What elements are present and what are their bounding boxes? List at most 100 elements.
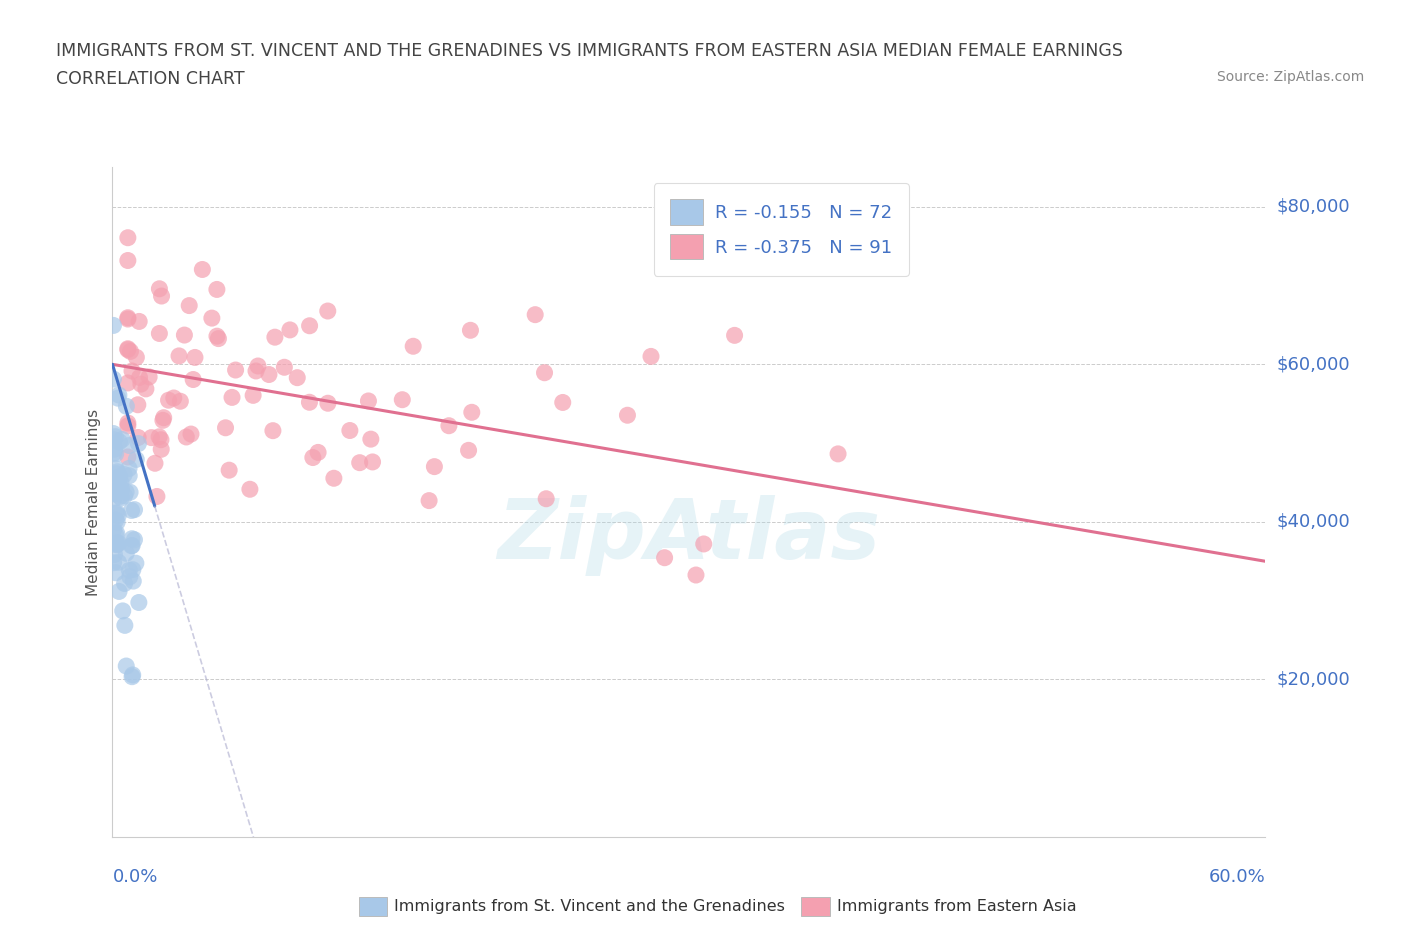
Point bbox=[104, 513, 127, 528]
Point bbox=[107, 536, 129, 551]
Point bbox=[685, 567, 707, 582]
Point bbox=[278, 323, 301, 338]
Point bbox=[103, 318, 125, 333]
Point bbox=[103, 547, 125, 562]
Point bbox=[524, 307, 547, 322]
Point bbox=[112, 467, 135, 482]
Point bbox=[117, 416, 139, 431]
Point bbox=[105, 466, 128, 481]
Text: CORRELATION CHART: CORRELATION CHART bbox=[56, 70, 245, 87]
Point bbox=[640, 349, 662, 364]
Point bbox=[693, 537, 716, 551]
Point bbox=[273, 360, 295, 375]
Point bbox=[117, 231, 139, 246]
Point bbox=[124, 502, 146, 517]
Point bbox=[105, 484, 128, 498]
Point bbox=[534, 491, 557, 506]
Text: IMMIGRANTS FROM ST. VINCENT AND THE GRENADINES VS IMMIGRANTS FROM EASTERN ASIA M: IMMIGRANTS FROM ST. VINCENT AND THE GREN… bbox=[56, 42, 1123, 60]
Point bbox=[120, 344, 142, 359]
Point bbox=[152, 410, 174, 425]
Point bbox=[121, 670, 143, 684]
Point bbox=[121, 503, 143, 518]
Point bbox=[127, 397, 149, 412]
Point bbox=[103, 485, 125, 499]
Point bbox=[117, 253, 139, 268]
Text: Immigrants from St. Vincent and the Grenadines: Immigrants from St. Vincent and the Gren… bbox=[394, 899, 785, 914]
Point bbox=[654, 551, 676, 565]
Point bbox=[111, 432, 134, 447]
Point bbox=[124, 532, 146, 547]
Point bbox=[221, 390, 243, 405]
Point bbox=[104, 526, 127, 541]
Point bbox=[118, 438, 141, 453]
Point bbox=[207, 331, 229, 346]
Text: Immigrants from Eastern Asia: Immigrants from Eastern Asia bbox=[837, 899, 1076, 914]
Point bbox=[103, 492, 125, 507]
Point bbox=[104, 430, 127, 445]
Point bbox=[437, 418, 460, 433]
Point bbox=[117, 311, 139, 325]
Point bbox=[127, 436, 149, 451]
Point bbox=[103, 523, 125, 538]
Point bbox=[120, 485, 142, 499]
Point bbox=[316, 303, 339, 318]
Point bbox=[117, 341, 139, 356]
Point bbox=[118, 461, 141, 476]
Point bbox=[121, 563, 143, 578]
Point bbox=[127, 430, 149, 445]
Point bbox=[239, 482, 262, 497]
Point bbox=[108, 434, 131, 449]
Text: $60,000: $60,000 bbox=[1277, 355, 1350, 373]
Point bbox=[103, 426, 125, 441]
Point bbox=[148, 326, 170, 341]
Point bbox=[322, 471, 344, 485]
Point bbox=[827, 446, 849, 461]
Point bbox=[104, 506, 127, 521]
Point bbox=[723, 328, 745, 343]
Point bbox=[264, 330, 287, 345]
Text: Source: ZipAtlas.com: Source: ZipAtlas.com bbox=[1216, 70, 1364, 84]
Point bbox=[402, 339, 425, 353]
Point bbox=[111, 604, 134, 618]
Y-axis label: Median Female Earnings: Median Female Earnings bbox=[86, 408, 101, 596]
Point bbox=[180, 427, 202, 442]
Point bbox=[181, 372, 204, 387]
Point bbox=[533, 365, 555, 380]
Point bbox=[361, 455, 384, 470]
Point bbox=[110, 490, 132, 505]
Point bbox=[214, 420, 236, 435]
Point bbox=[103, 372, 125, 387]
Point bbox=[107, 391, 129, 405]
Point bbox=[105, 464, 128, 479]
Point bbox=[551, 395, 574, 410]
Point bbox=[418, 493, 440, 508]
Point bbox=[457, 443, 479, 458]
Point bbox=[150, 288, 173, 303]
Point bbox=[110, 475, 132, 490]
Point bbox=[391, 392, 413, 407]
Point bbox=[184, 350, 207, 365]
Point bbox=[105, 538, 128, 552]
Point bbox=[115, 485, 138, 499]
Point bbox=[108, 489, 131, 504]
Point bbox=[218, 463, 240, 478]
Point bbox=[298, 318, 321, 333]
Point bbox=[148, 282, 170, 297]
Point bbox=[105, 514, 128, 529]
Point bbox=[225, 363, 247, 378]
Point bbox=[357, 393, 380, 408]
Text: 0.0%: 0.0% bbox=[112, 868, 157, 885]
Point bbox=[105, 536, 128, 551]
Point bbox=[114, 576, 136, 591]
Point bbox=[103, 486, 125, 501]
Point bbox=[114, 618, 136, 632]
Point bbox=[117, 376, 139, 391]
Point bbox=[104, 475, 127, 490]
Point bbox=[201, 311, 224, 325]
Point bbox=[179, 299, 201, 313]
Point bbox=[121, 538, 143, 553]
Point bbox=[129, 377, 152, 392]
Point bbox=[148, 430, 170, 445]
Point bbox=[242, 388, 264, 403]
Point bbox=[298, 395, 321, 410]
